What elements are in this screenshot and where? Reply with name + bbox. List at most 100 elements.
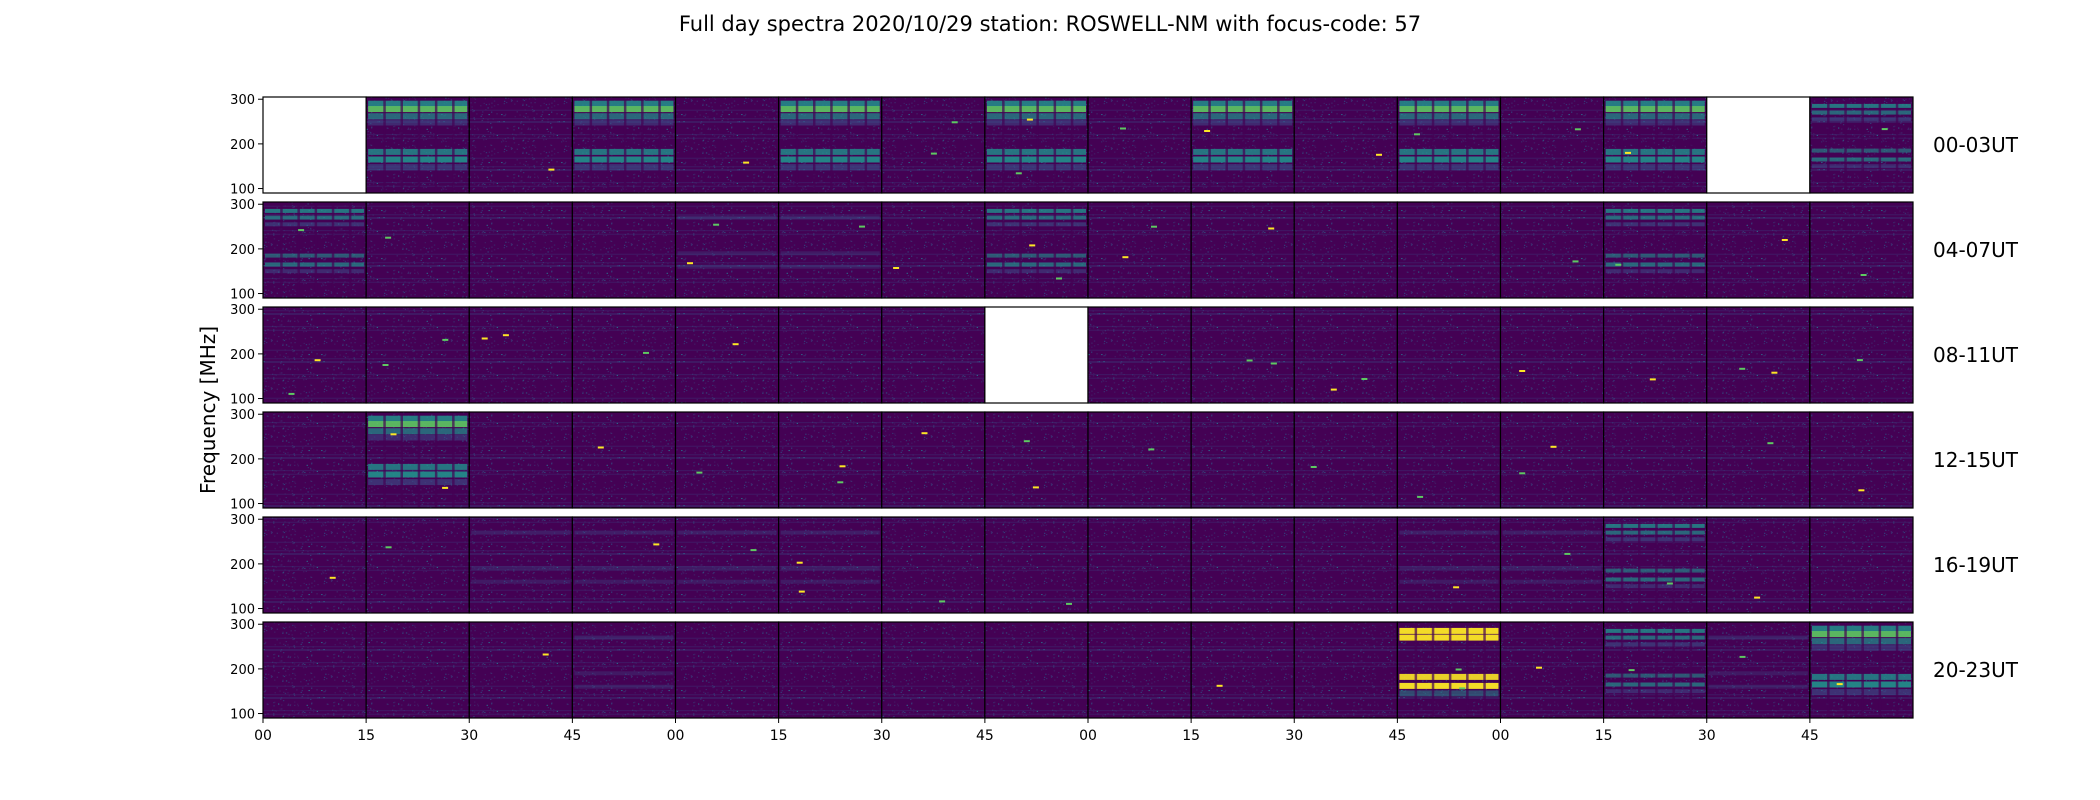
row-time-label: 16-19UT [1933, 553, 2019, 577]
y-tick-label: 100 [230, 708, 255, 723]
spectrum-panel [1603, 306, 1708, 404]
spectrum-panel [1809, 96, 1914, 194]
spectrum-panel [1809, 621, 1914, 719]
spectrum-panel [365, 621, 470, 719]
spectrum-panel [468, 96, 573, 194]
spectrum-panel [1190, 201, 1295, 299]
spectrum-panel [1087, 621, 1192, 719]
spectrum-panel [468, 201, 573, 299]
spectrum-panel [1706, 411, 1811, 509]
spectrum-panel [1087, 411, 1192, 509]
spectrum-panel [571, 306, 677, 404]
spectrum-panel [1809, 516, 1914, 614]
spectrum-panel [674, 411, 780, 509]
y-axis-ticks: 1002003001002003001002003001002003001002… [230, 93, 263, 723]
row-time-label: 12-15UT [1933, 448, 2019, 472]
spectrum-panel [1293, 516, 1398, 614]
spectra-panels [262, 96, 1914, 719]
spectrum-panel [778, 411, 883, 509]
x-tick-label: 15 [770, 728, 788, 744]
spectrum-panel [1499, 201, 1605, 299]
spectrum-panel [984, 516, 1089, 614]
spectrum-panel [1087, 201, 1192, 299]
spectrum-panel [262, 96, 367, 194]
row-labels: 00-03UT 04-07UT 08-11UT 12-15UT 16-19UT 20-23… [1933, 133, 2019, 682]
y-tick-label: 100 [230, 183, 255, 198]
spectra-row [262, 411, 1914, 509]
spectrum-panel [262, 411, 367, 509]
spectrum-panel [1190, 306, 1295, 404]
x-tick-label: 45 [1801, 728, 1819, 744]
spectrum-panel [1396, 306, 1502, 404]
spectrum-panel [881, 516, 986, 614]
x-tick-label: 45 [976, 728, 994, 744]
spectrum-panel [1190, 621, 1295, 719]
spectrum-panel [468, 516, 573, 614]
spectrum-panel [674, 96, 780, 194]
spectrum-panel [881, 306, 986, 404]
x-tick-label: 15 [357, 728, 375, 744]
row-time-label: 08-11UT [1933, 343, 2019, 367]
spectrum-panel [571, 96, 677, 194]
spectrum-panel [468, 621, 573, 719]
spectrum-panel [262, 516, 367, 614]
spectra-row [262, 516, 1914, 614]
spectrum-panel [674, 306, 780, 404]
spectrum-panel [262, 621, 367, 719]
chart-title: Full day spectra 2020/10/29 station: ROS… [678, 12, 1422, 36]
spectrum-panel [778, 201, 883, 299]
y-tick-label: 100 [230, 603, 255, 618]
spectrum-panel [1499, 411, 1605, 509]
spectrum-panel [365, 96, 470, 194]
spectrum-panel [1293, 306, 1398, 404]
spectrum-panel [1603, 96, 1708, 194]
row-time-label: 00-03UT [1933, 133, 2019, 157]
spectrum-panel [365, 201, 470, 299]
row-time-label: 20-23UT [1933, 658, 2019, 682]
spectrum-panel [1809, 411, 1914, 509]
x-tick-label: 15 [1595, 728, 1613, 744]
spectrum-panel [1396, 96, 1502, 194]
spectrum-panel [1190, 96, 1295, 194]
spectrum-panel [984, 306, 1089, 404]
spectrum-panel [778, 516, 883, 614]
spectrum-panel [1499, 96, 1605, 194]
spectrum-panel [262, 306, 367, 404]
spectrum-panel [1190, 411, 1295, 509]
spectrum-panel [1706, 96, 1811, 194]
spectrum-panel [674, 201, 780, 299]
spectrum-panel [1087, 306, 1192, 404]
spectrum-panel [1706, 621, 1811, 719]
y-tick-label: 300 [230, 93, 255, 108]
x-tick-label: 30 [460, 728, 478, 744]
y-tick-label: 200 [230, 138, 255, 153]
spectrum-panel [571, 516, 677, 614]
spectrum-panel [1293, 621, 1398, 719]
spectrum-panel [984, 96, 1089, 194]
y-tick-label: 300 [230, 198, 255, 213]
spectrum-panel [1706, 201, 1811, 299]
spectra-row [262, 306, 1914, 404]
x-tick-label: 00 [254, 728, 272, 744]
spectrum-panel [365, 306, 470, 404]
y-tick-label: 200 [230, 243, 255, 258]
y-tick-label: 300 [230, 618, 255, 633]
spectrum-panel [881, 621, 986, 719]
x-tick-label: 45 [1388, 728, 1406, 744]
row-time-label: 04-07UT [1933, 238, 2019, 262]
y-tick-label: 100 [230, 498, 255, 513]
spectrum-panel [1293, 96, 1398, 194]
y-tick-label: 200 [230, 348, 255, 363]
y-tick-label: 300 [230, 303, 255, 318]
spectrum-panel [1499, 621, 1605, 719]
spectra-row [262, 621, 1914, 719]
spectrum-panel [984, 411, 1089, 509]
spectrum-panel [468, 411, 573, 509]
spectrum-panel [1809, 201, 1914, 299]
spectrum-panel [1499, 516, 1605, 614]
spectrum-panel [365, 516, 470, 614]
y-tick-label: 100 [230, 393, 255, 408]
spectrum-panel [1603, 621, 1708, 719]
spectrum-panel [1293, 201, 1398, 299]
